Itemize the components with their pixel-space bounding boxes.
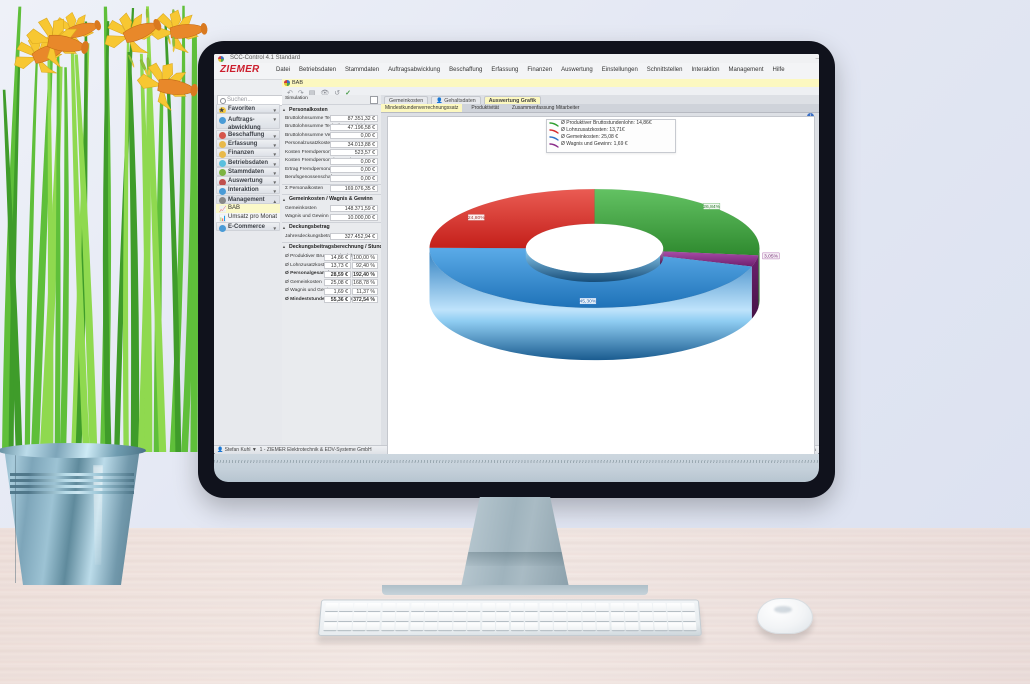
svg-text:26,84%: 26,84% xyxy=(703,204,720,210)
svg-text:3,05%: 3,05% xyxy=(764,253,779,259)
svg-text:45,30%: 45,30% xyxy=(580,298,597,304)
svg-text:24,80%: 24,80% xyxy=(468,215,485,221)
